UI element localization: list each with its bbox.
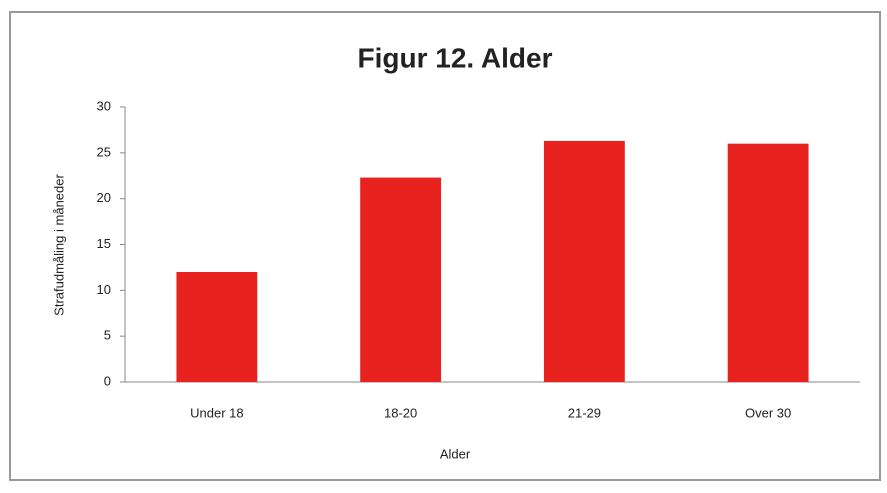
x-axis-label: Alder [440,446,471,461]
y-tick-label: 0 [104,373,111,388]
y-tick-label: 30 [97,98,111,113]
y-tick-label: 25 [97,144,111,159]
y-tick-label: 5 [104,328,111,343]
bar [360,177,442,382]
x-tick-label: Under 18 [190,405,243,420]
bar [176,272,258,382]
y-tick-label: 15 [97,236,111,251]
bar [543,140,625,382]
bar [727,143,809,382]
chart-title: Figur 12. Alder [357,42,552,73]
y-tick-label: 10 [97,282,111,297]
x-tick-label: 21-29 [568,405,601,420]
y-axis-label: Strafudmåling i måneder [51,174,66,316]
x-tick-label: Over 30 [745,405,791,420]
y-tick-label: 20 [97,190,111,205]
x-tick-label: 18-20 [384,405,417,420]
